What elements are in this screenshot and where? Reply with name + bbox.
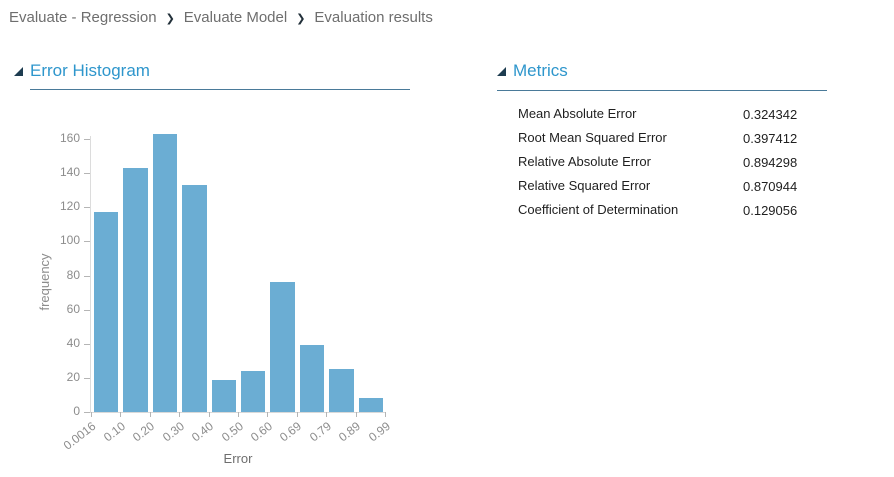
breadcrumb-item-module[interactable]: Evaluate Model: [183, 9, 288, 26]
x-axis-tick: [355, 412, 357, 417]
y-axis-tick-label: 0: [73, 404, 80, 418]
metric-value: 0.324342: [743, 106, 798, 122]
histogram-bar: [211, 379, 236, 412]
metrics-section-rule: [497, 90, 827, 91]
y-axis-tick: [84, 173, 90, 175]
x-axis-tick: [179, 412, 181, 417]
histogram-bar: [152, 133, 178, 412]
table-row: Coefficient of Determination 0.129056: [518, 198, 830, 222]
metric-label: Coefficient of Determination: [518, 202, 679, 218]
metric-value: 0.397412: [743, 130, 798, 146]
error-histogram-chart: 0 20 40 60 80 100 120 140 160 0.0016 0.10 0.20 0.30 0…: [60, 122, 393, 453]
x-axis-tick: [120, 412, 122, 417]
histogram-bar: [94, 212, 119, 412]
x-axis-tick-label: 0.79: [306, 419, 334, 445]
histogram-bar: [299, 345, 325, 412]
collapse-triangle-icon: [497, 63, 506, 81]
y-axis-tick: [84, 309, 90, 311]
x-axis-tick: [91, 412, 92, 417]
chevron-right-icon: ❯: [296, 12, 306, 25]
table-row: Mean Absolute Error 0.324342: [518, 102, 830, 126]
metric-value: 0.870944: [743, 178, 798, 194]
collapse-triangle-icon: [14, 63, 23, 81]
y-axis-tick-label: 60: [66, 301, 80, 316]
metrics-section-toggle[interactable]: Metrics: [497, 61, 568, 81]
x-axis-tick: [238, 412, 239, 417]
table-row: Root Mean Squared Error 0.397412: [518, 126, 830, 150]
x-axis-tick-label: 0.99: [365, 419, 393, 445]
y-axis-tick-label: 120: [59, 199, 80, 214]
histogram-bar: [329, 369, 354, 412]
breadcrumb-item-experiment[interactable]: Evaluate - Regression: [9, 9, 157, 26]
metric-label: Root Mean Squared Error: [518, 130, 667, 146]
x-axis-tick-label: 0.10: [100, 419, 129, 445]
x-axis-tick: [208, 412, 210, 417]
x-axis-tick-label: 0.89: [336, 419, 364, 445]
error-histogram-section-title: Error Histogram: [30, 61, 150, 80]
x-axis-tick: [385, 412, 386, 417]
y-axis-tick: [84, 241, 90, 243]
y-axis-tick: [84, 207, 90, 209]
table-row: Relative Absolute Error 0.894298: [518, 150, 830, 174]
y-axis-tick-label: 80: [66, 267, 80, 282]
y-axis-tick: [84, 139, 90, 140]
y-axis-tick-label: 40: [66, 335, 80, 350]
x-axis-tick: [326, 412, 328, 417]
breadcrumb-item-page: Evaluation results: [314, 9, 433, 26]
error-histogram-section-toggle[interactable]: Error Histogram: [14, 61, 150, 81]
y-axis-tick-label: 140: [59, 165, 80, 180]
histogram-bar: [123, 168, 148, 412]
histogram-bar: [270, 282, 295, 412]
metric-value: 0.894298: [743, 154, 798, 170]
chevron-right-icon: ❯: [165, 12, 175, 25]
y-axis-tick: [84, 343, 90, 345]
metric-label: Relative Squared Error: [518, 178, 651, 194]
metric-label: Relative Absolute Error: [518, 154, 651, 170]
metric-label: Mean Absolute Error: [518, 106, 637, 122]
x-axis-tick-label: 0.69: [277, 419, 305, 445]
histogram-bar: [241, 371, 266, 412]
y-axis-tick-label: 20: [66, 369, 80, 384]
x-axis-tick-label: 0.20: [130, 419, 158, 445]
x-axis-tick-label: 0.40: [189, 419, 217, 445]
histogram-bar: [358, 398, 383, 412]
x-axis-tick-label: 0.60: [247, 419, 276, 445]
metrics-section-title: Metrics: [513, 61, 568, 80]
breadcrumb: Evaluate - Regression ❯ Evaluate Model ❯…: [9, 9, 433, 26]
y-axis-tick-label: 100: [59, 233, 80, 248]
y-axis-tick: [84, 275, 90, 277]
table-row: Relative Squared Error 0.870944: [518, 174, 830, 198]
y-axis-tick: [84, 412, 90, 413]
x-axis-tick-label: 0.30: [159, 419, 187, 445]
x-axis-tick-label: 0.0016: [61, 419, 99, 453]
y-axis-tick: [84, 377, 90, 379]
x-axis-tick: [267, 412, 269, 417]
x-axis-tick: [149, 412, 151, 417]
y-axis-tick-label: 160: [59, 131, 80, 145]
x-axis-tick: [296, 412, 298, 417]
metrics-table: Mean Absolute Error 0.324342 Root Mean S…: [518, 102, 830, 222]
x-axis-tick-label: 0.50: [218, 419, 246, 445]
y-axis-line: [90, 136, 91, 412]
histogram-bar: [182, 185, 207, 412]
x-axis-title: Error: [223, 451, 253, 466]
metric-value: 0.129056: [743, 202, 798, 218]
error-histogram-section-rule: [30, 89, 410, 90]
